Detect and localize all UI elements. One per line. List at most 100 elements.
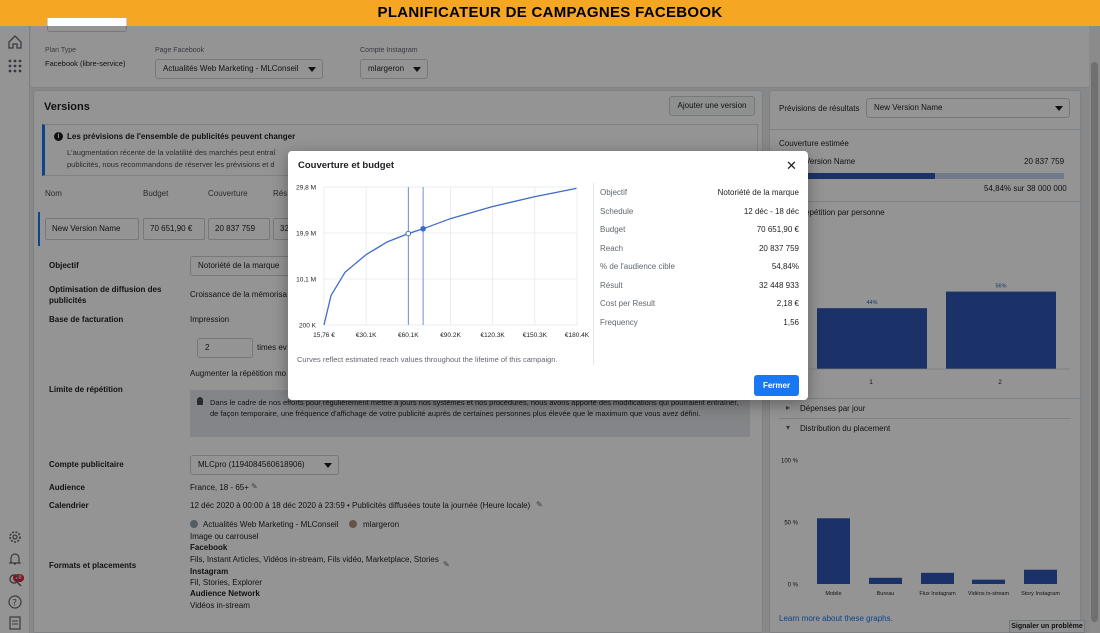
- placement-category-label: Bureau: [877, 591, 895, 597]
- divider: [779, 418, 1071, 419]
- calendar-value: 12 déc 2020 à 00:00 à 18 déc 2020 à 23:5…: [190, 501, 531, 510]
- daily-spend-toggle[interactable]: Dépenses par jour: [800, 404, 866, 413]
- summary-value: 32 448 933: [758, 280, 799, 290]
- coverage-version-name: Version Name: [805, 157, 856, 166]
- objective-select[interactable]: Notoriété de la marque: [190, 256, 300, 276]
- formats-audience-network-list: Vidéos in-stream: [190, 601, 250, 610]
- placement-category-label: Vidéos in-stream: [968, 591, 1010, 597]
- formats-type: Image ou carrousel: [190, 532, 259, 541]
- repetition-hint: Augmenter la répétition mo: [190, 369, 287, 378]
- ad-account-select[interactable]: MLCpro (1194084560618906): [190, 455, 339, 475]
- frequency-stepper[interactable]: 2: [197, 338, 253, 358]
- instagram-avatar: [349, 520, 357, 528]
- placement-distribution-toggle[interactable]: Distribution du placement: [800, 424, 891, 433]
- summary-key: Cost per Result: [600, 299, 656, 308]
- x-tick-label: €120.3K: [481, 332, 506, 339]
- page-scrollbar[interactable]: [1089, 26, 1100, 633]
- cut-off-dropdown[interactable]: [47, 18, 127, 32]
- chevron-down-icon: [413, 67, 421, 72]
- column-header-result: Rés: [273, 189, 288, 198]
- version-budget-cell[interactable]: 70 651,90 €: [143, 218, 205, 240]
- learn-more-link[interactable]: Learn more about these graphs.: [779, 614, 893, 623]
- search-icon[interactable]: [7, 572, 23, 588]
- placement-category-label: Flux Instagram: [919, 591, 956, 597]
- help-icon[interactable]: ?: [7, 594, 23, 610]
- placement-bar: [869, 577, 902, 584]
- forecast-version-value: New Version Name: [874, 103, 943, 112]
- close-button[interactable]: Fermer: [754, 375, 799, 396]
- versions-title: Versions: [44, 101, 90, 113]
- instagram-account-value: mlargeron: [368, 64, 405, 73]
- close-icon[interactable]: ✕: [786, 158, 797, 173]
- instagram-account-select[interactable]: mlargeron: [360, 59, 428, 79]
- chevron-down-icon: [308, 67, 316, 72]
- facebook-page-select[interactable]: Actualités Web Marketing - MLConseil: [155, 59, 323, 79]
- divider: [769, 398, 1081, 399]
- repetition-limit-label: Limite de répétition: [49, 385, 123, 394]
- report-icon[interactable]: [7, 615, 23, 631]
- frequency-unit: times ev: [257, 343, 287, 352]
- summary-value: 70 651,90 €: [756, 225, 799, 234]
- notifications-bell-icon[interactable]: [7, 551, 23, 567]
- objective-label: Objectif: [49, 261, 79, 270]
- formats-facebook-title: Facebook: [190, 543, 228, 552]
- repetition-bar: [946, 291, 1056, 369]
- x-tick-label: 15,76 €: [313, 332, 335, 339]
- optimisation-value: Croissance de la mémorisa: [190, 290, 287, 299]
- expand-arrow-icon[interactable]: ▸: [786, 403, 791, 412]
- optimisation-label: Optimisation de diffusion des publicités: [49, 285, 162, 305]
- x-tick-label: €60.1K: [398, 332, 419, 339]
- notice-body-line-1: L'augmentation récente de la volatilité …: [67, 148, 276, 157]
- repetition-bar: [817, 308, 927, 369]
- facebook-page-value: Actualités Web Marketing - MLConseil: [163, 64, 299, 73]
- frequency-value: 2: [205, 343, 210, 352]
- edit-audience-icon[interactable]: ✎: [251, 482, 258, 491]
- summary-key: Budget: [600, 225, 626, 234]
- summary-key: Frequency: [600, 317, 638, 327]
- selected-row-indicator: [38, 212, 40, 246]
- coverage-value: 20 837 759: [1024, 157, 1065, 166]
- collapse-arrow-icon[interactable]: ▾: [786, 423, 791, 432]
- formats-facebook-list: Fils, Instant Articles, Vidéos in-stream…: [190, 555, 439, 564]
- instagram-account-label: Compte Instagram: [360, 47, 418, 54]
- notice-body-line-2: publicités, nous recommandons de réserve…: [67, 160, 275, 169]
- repetition-note: Dans le cadre de nos efforts pour réguli…: [210, 398, 739, 418]
- placement-y-tick: 50 %: [784, 521, 798, 527]
- summary-key: Schedule: [600, 206, 634, 216]
- formats-audience-network-title: Audience Network: [190, 589, 260, 598]
- billing-value: Impression: [190, 315, 230, 324]
- summary-value: Notoriété de la marque: [717, 188, 799, 197]
- facebook-page-label: Page Facebook: [155, 47, 205, 54]
- ad-account-value: MLCpro (1194084560618906): [198, 460, 305, 469]
- summary-value: 20 837 759: [758, 243, 799, 253]
- placement-y-tick: 100 %: [781, 459, 799, 465]
- plan-type-value: Facebook (libre-service): [45, 59, 126, 68]
- summary-value: 2,18 €: [776, 299, 799, 308]
- summary-key: Reach: [600, 243, 624, 253]
- scrollbar-thumb[interactable]: [1091, 62, 1098, 622]
- x-tick-label: €150.3K: [523, 332, 548, 339]
- info-icon: i: [54, 132, 63, 141]
- divider: [769, 129, 1081, 130]
- apps-grid-icon[interactable]: [7, 58, 23, 74]
- edit-calendar-icon[interactable]: ✎: [536, 500, 543, 509]
- coverage-title: Couverture estimée: [779, 139, 849, 148]
- edit-placements-icon[interactable]: ✎: [443, 560, 450, 569]
- chart-caption: Curves reflect estimated reach values th…: [297, 355, 558, 364]
- summary-key: % de l'audience cible: [600, 262, 675, 271]
- y-tick-label: 10,1 M: [296, 277, 316, 284]
- placement-y-tick: 0 %: [788, 583, 799, 589]
- placement-bar-chart: 0 % 50 % 100 % Mobile Bureau Flux Instagram Vi…: [781, 459, 1060, 598]
- page-banner-title: PLANIFICATEUR DE CAMPAGNES FACEBOOK: [0, 0, 1100, 26]
- placement-bar: [1024, 569, 1057, 584]
- home-icon[interactable]: [7, 34, 23, 50]
- version-name-cell[interactable]: New Version Name: [45, 218, 139, 240]
- summary-value: 12 déc - 18 déc: [743, 206, 799, 216]
- reach-point: [405, 230, 412, 237]
- add-version-button[interactable]: Ajouter une version: [669, 96, 755, 116]
- forecast-version-select[interactable]: New Version Name: [866, 98, 1070, 118]
- settings-gear-icon[interactable]: [7, 529, 23, 545]
- formats-instagram-title: Instagram: [190, 567, 229, 576]
- ad-account-label: Compte publicitaire: [49, 460, 124, 469]
- y-tick-label: 29,8 M: [296, 185, 316, 192]
